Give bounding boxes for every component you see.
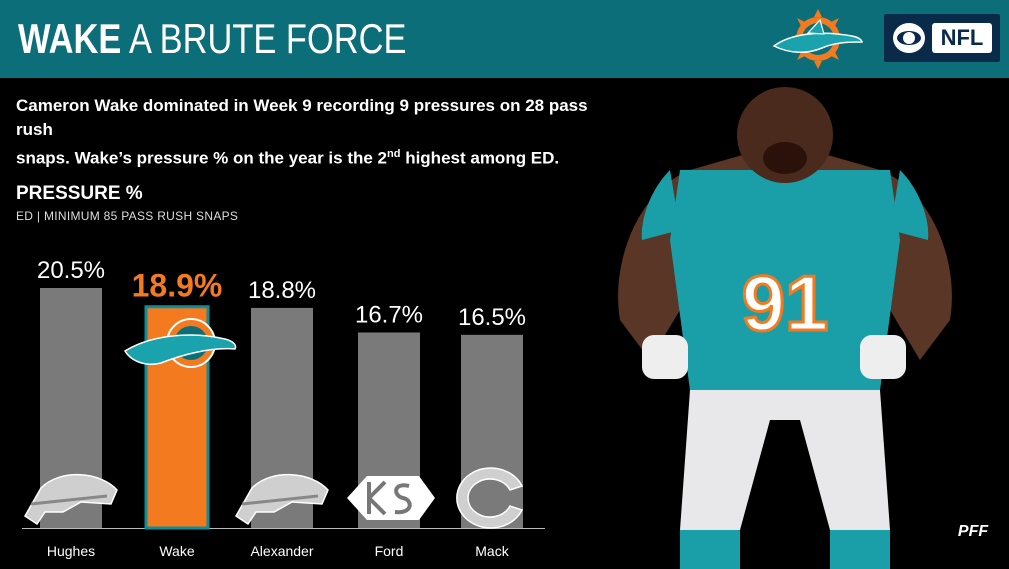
bar-mack: [461, 334, 523, 528]
dolphins-logo: [123, 318, 237, 368]
category-label: Alexander: [250, 543, 313, 559]
title-bold: WAKE: [18, 15, 122, 62]
pff-watermark: PFF: [958, 523, 989, 540]
chart-subtitle: ED | MINIMUM 85 PASS RUSH SNAPS: [16, 209, 239, 223]
player-photo: 91: [618, 87, 952, 569]
cbs-nfl-badge: NFL: [884, 14, 1000, 62]
pressure-bar-chart: 20.5% Hughes 18.9% Wake 18.8% Alexander 16.7% F…: [22, 257, 545, 559]
header-bar: WAKE A BRUTE FORCE NFL: [0, 0, 1009, 78]
value-label: 20.5%: [37, 257, 105, 284]
description-text-end: highest among ED.: [400, 148, 560, 168]
page-title: WAKE A BRUTE FORCE: [18, 16, 406, 62]
chart-title: PRESSURE %: [16, 183, 143, 204]
bills-logo: [235, 474, 329, 526]
value-label: 18.8%: [248, 277, 316, 304]
category-label: Hughes: [47, 543, 95, 559]
nfl-label: NFL: [932, 23, 992, 53]
svg-text:91: 91: [742, 259, 829, 347]
bills-logo: [24, 474, 118, 526]
dolphins-logo: [772, 9, 863, 69]
category-label: Ford: [375, 543, 404, 559]
value-label: 18.9%: [132, 268, 223, 304]
chiefs-logo: [347, 476, 435, 520]
pff-text: PFF: [958, 523, 989, 540]
description-line-2: snaps. Wake’s pressure % on the year is …: [16, 142, 596, 171]
description: Cameron Wake dominated in Week 9 recordi…: [16, 94, 596, 171]
value-label: 16.5%: [458, 304, 526, 331]
description-text: snaps. Wake’s pressure % on the year is …: [16, 148, 388, 168]
description-line-1: Cameron Wake dominated in Week 9 recordi…: [16, 96, 588, 139]
description-superscript: nd: [387, 148, 401, 160]
value-label: 16.7%: [355, 301, 423, 328]
category-label: Wake: [159, 543, 194, 559]
category-label: Mack: [475, 543, 509, 559]
cbs-eye-icon: [893, 23, 925, 53]
bears-logo: [456, 467, 524, 529]
title-rest: A BRUTE FORCE: [121, 15, 407, 62]
